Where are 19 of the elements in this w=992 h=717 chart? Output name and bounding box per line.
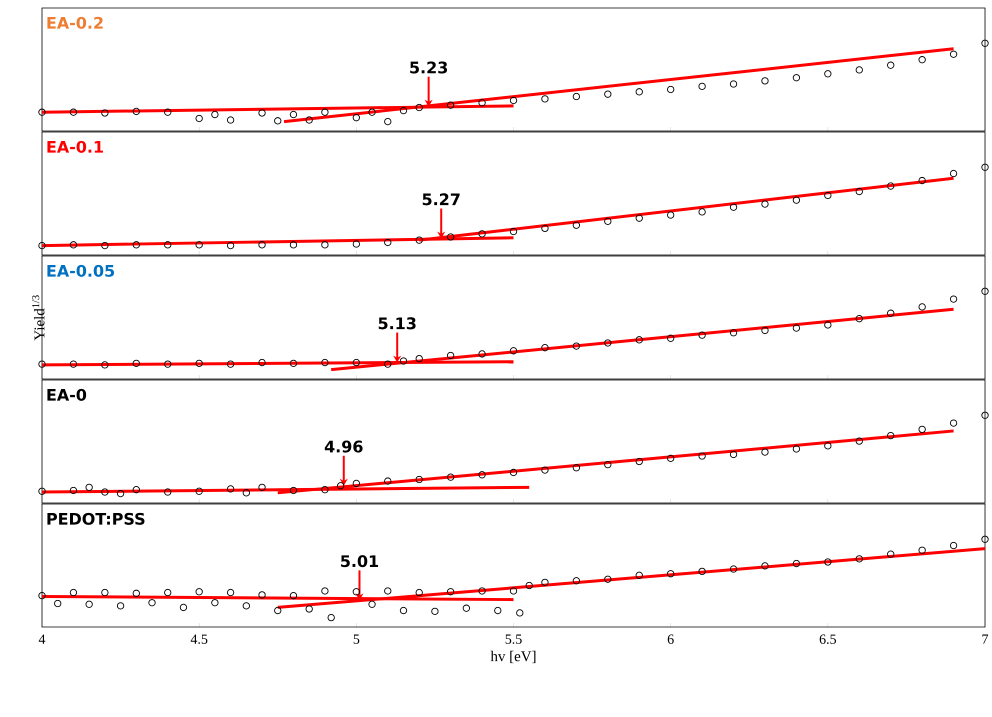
- x-tick-label: 4: [38, 634, 46, 644]
- chart-title: PEDOT:PSS: [47, 512, 144, 525]
- x-tick-label: 4.5: [190, 634, 208, 644]
- chart-title: EA-0: [47, 388, 86, 401]
- x-tick-label: 7: [982, 634, 988, 644]
- chart-title: EA-0.05: [47, 264, 114, 277]
- x-tick-label: 5: [354, 634, 360, 644]
- y-axis-title: Yield$^{1/3}$: [32, 295, 44, 340]
- annotation: 5.01: [341, 555, 378, 568]
- chart-title: EA-0.1: [47, 140, 103, 153]
- chart-title: EA-0.2: [47, 16, 103, 29]
- x-axis-title: hv [eV]: [490, 650, 536, 664]
- annotation: 5.13: [378, 317, 416, 330]
- x-tick-label: 6.5: [820, 634, 836, 644]
- x-tick-label: 6: [668, 634, 674, 644]
- annotation: 4.96: [324, 440, 363, 453]
- x-tick-label: 5.5: [506, 634, 522, 644]
- annotation: 5.27: [422, 193, 460, 206]
- annotation: 5.23: [410, 61, 448, 74]
